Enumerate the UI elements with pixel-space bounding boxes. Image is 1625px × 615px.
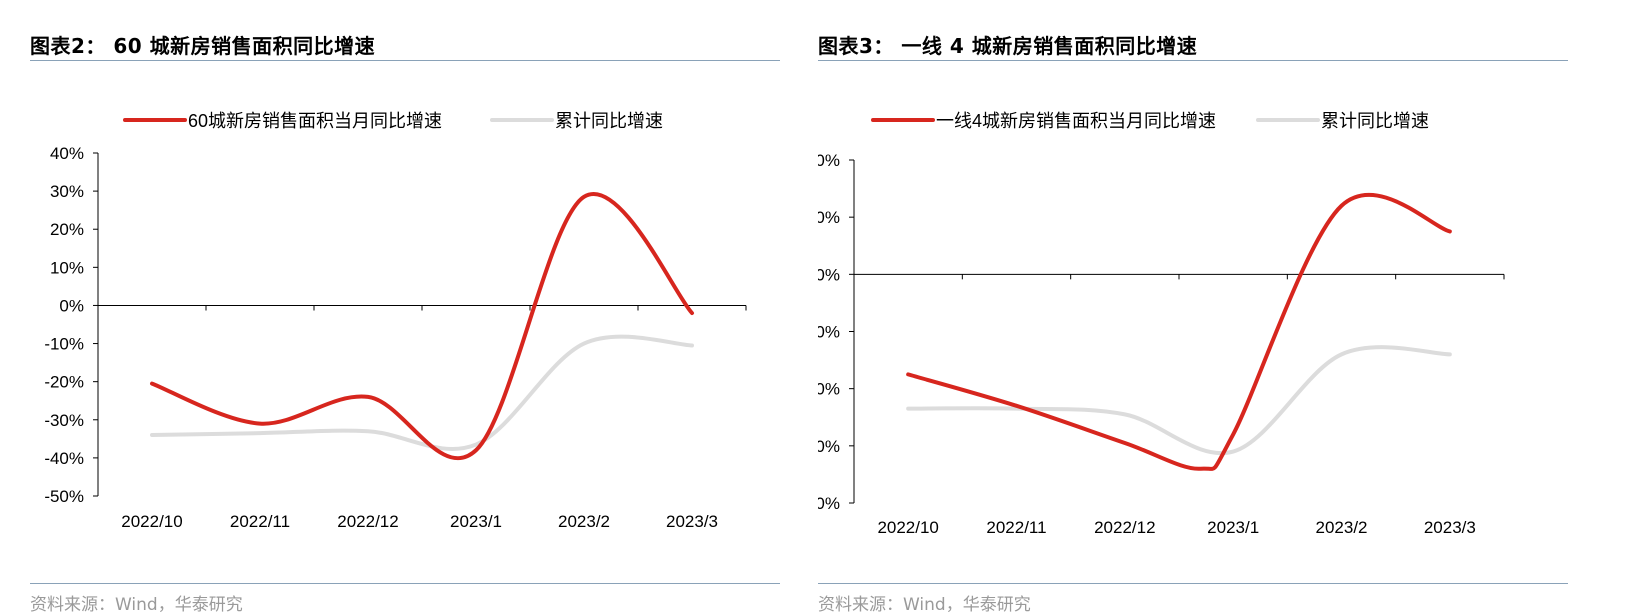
series-line-cumulative (150, 334, 694, 451)
source-note: 资料来源：Wind，华泰研究 (818, 595, 1031, 615)
legend-label: 一线4城新房销售面积当月同比增速 (936, 111, 1216, 131)
x-tick-label: 2022/11 (986, 518, 1046, 537)
y-tick-label: 0% (818, 265, 840, 284)
series-line-cumulative (906, 345, 1452, 456)
series-line-monthly (150, 192, 694, 461)
series-line-monthly (906, 192, 1452, 471)
y-tick-label: -20% (44, 373, 84, 392)
title-rule (30, 60, 780, 61)
y-tick-label: -30% (818, 437, 840, 456)
y-tick-label: -30% (44, 411, 84, 430)
source-rule (30, 583, 780, 584)
y-tick-label: -50% (44, 487, 84, 506)
y-tick-label: -10% (818, 323, 840, 342)
y-tick-label: -40% (44, 449, 84, 468)
chart-title: 图表2： 60 城新房销售面积同比增速 (30, 34, 376, 58)
chart-panel-right: 图表3： 一线 4 城新房销售面积同比增速 20% 10% 0% -10% -20% -3… (818, 0, 1568, 615)
y-tick-label: -40% (818, 494, 840, 513)
title-rule (818, 60, 1568, 61)
x-tick-label: 2022/12 (337, 512, 398, 531)
source-rule (818, 583, 1568, 584)
y-tick-label: -20% (818, 380, 840, 399)
x-tick-label: 2022/12 (1094, 518, 1155, 537)
y-tick-label: 20% (818, 151, 840, 170)
x-tick-label: 2023/2 (1316, 518, 1368, 537)
legend-label: 累计同比增速 (1321, 111, 1429, 131)
x-tick-label: 2023/2 (558, 512, 610, 531)
source-note: 资料来源：Wind，华泰研究 (30, 595, 243, 615)
chart-title: 图表3： 一线 4 城新房销售面积同比增速 (818, 34, 1198, 58)
x-tick-label: 2022/10 (877, 518, 938, 537)
y-tick-label: 30% (50, 182, 84, 201)
y-tick-label: 10% (50, 258, 84, 277)
line-chart-60-cities: 40% 30% 20% 10% 0% -10% -20% -30% -40% -50% 2022/1… (44, 111, 747, 531)
y-tick-label: 20% (50, 220, 84, 239)
chart-panel-left: 图表2： 60 城新房销售面积同比增速 40% 30% 20% 10% 0% -10% -2… (30, 0, 780, 615)
x-tick-label: 2023/3 (666, 512, 718, 531)
y-tick-label: -10% (44, 335, 84, 354)
line-chart-tier1-cities: 20% 10% 0% -10% -20% -30% -40% 2022/10 2022/11 20… (818, 111, 1505, 537)
y-tick-label: 0% (59, 296, 84, 315)
x-tick-label: 2022/10 (121, 512, 182, 531)
legend-label: 60城新房销售面积当月同比增速 (188, 111, 442, 131)
x-tick-label: 2023/1 (450, 512, 502, 531)
legend-label: 累计同比增速 (555, 111, 663, 131)
x-tick-label: 2023/3 (1424, 518, 1476, 537)
x-tick-label: 2023/1 (1207, 518, 1259, 537)
y-tick-label: 10% (818, 208, 840, 227)
x-tick-label: 2022/11 (230, 512, 290, 531)
y-tick-label: 40% (50, 144, 84, 163)
